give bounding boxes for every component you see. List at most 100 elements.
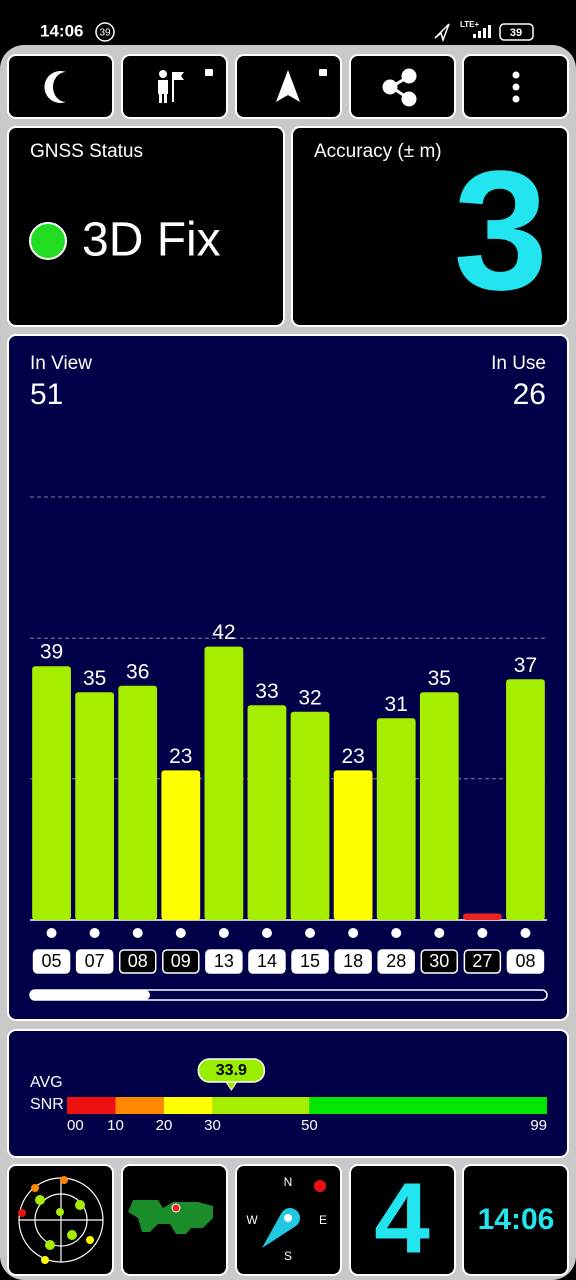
snr-band	[67, 1097, 116, 1114]
place-button[interactable]	[121, 54, 228, 119]
x-tick-label: 18	[343, 951, 363, 971]
snr-tick-label: 50	[301, 1117, 318, 1134]
prn-box	[291, 949, 329, 974]
value-label: 42	[212, 621, 235, 644]
battery-icon	[499, 23, 534, 41]
compass-n: N	[284, 1175, 293, 1189]
status-network: LTE+	[460, 20, 480, 29]
value-label: 33	[255, 680, 278, 703]
bar	[118, 685, 158, 920]
satellite-dot	[391, 928, 402, 938]
radar-icon	[18, 1176, 104, 1264]
compass-e: E	[319, 1213, 327, 1227]
bar	[204, 646, 244, 920]
prn-box	[32, 949, 71, 974]
toolbar	[7, 54, 569, 119]
x-tick-label: 13	[214, 951, 234, 971]
value-label: 35	[83, 667, 106, 690]
x-tick-label: 08	[515, 951, 535, 971]
satellite-dot	[132, 928, 143, 938]
satellite-dot	[477, 928, 488, 938]
compass-center	[284, 1214, 292, 1222]
value-label: 39	[40, 641, 63, 664]
snr-tick-label: 20	[156, 1117, 173, 1134]
fix-status: 3D Fix	[82, 214, 221, 267]
map-position	[171, 1203, 181, 1213]
value-label: 37	[514, 654, 537, 677]
arrow-icon	[276, 70, 300, 102]
scroll-thumb[interactable]	[30, 990, 150, 1000]
value-label: 23	[341, 745, 364, 768]
in-view-label: In View	[30, 353, 92, 374]
bar	[506, 679, 545, 920]
bar	[462, 913, 502, 920]
world-map	[128, 1200, 213, 1234]
x-tick-label: 08	[128, 951, 148, 971]
snr-band	[309, 1097, 547, 1114]
accuracy-label: Accuracy (± m)	[314, 141, 442, 162]
satellite-dot	[434, 928, 445, 938]
snr-chart: 39 05 35 07 36 08 23 09 42 13 33 14 32 15 23 18 31 28 35 30…	[30, 496, 547, 974]
x-tick-label: 30	[429, 951, 449, 971]
satellite-dot	[46, 928, 57, 938]
bar	[32, 666, 71, 920]
share-icon	[382, 68, 417, 107]
bar	[75, 692, 115, 920]
bar	[419, 692, 459, 920]
signal-icon	[473, 25, 491, 38]
snr-band	[115, 1097, 164, 1114]
accuracy-panel	[291, 126, 569, 327]
moon-icon	[44, 71, 66, 103]
clock: 14:06	[478, 1203, 555, 1236]
prn-box	[506, 949, 545, 974]
x-tick-label: 27	[472, 951, 492, 971]
clock-tile[interactable]	[462, 1164, 569, 1276]
status-badge: 39	[99, 28, 111, 39]
gnss-label: GNSS Status	[30, 141, 143, 162]
bar	[161, 770, 201, 920]
compass-w: W	[246, 1213, 258, 1227]
satellite-dot	[175, 928, 186, 938]
used-tile[interactable]	[349, 1164, 456, 1276]
night-button[interactable]	[7, 54, 114, 119]
satellite-dot	[261, 928, 272, 938]
snr-label: SNR	[30, 1096, 64, 1113]
prn-box	[248, 949, 286, 974]
snr-band	[163, 1097, 213, 1114]
bar	[376, 718, 416, 920]
prn-box	[205, 949, 243, 974]
satellites-used: 4	[374, 1162, 430, 1274]
snr-tick-label: 00	[67, 1117, 84, 1134]
share-button[interactable]	[349, 54, 456, 119]
prn-box	[463, 949, 502, 974]
avg-value: 33.9	[216, 1062, 247, 1079]
prn-box	[334, 949, 372, 974]
in-view-count: 51	[30, 378, 63, 411]
prn-box	[420, 949, 459, 974]
satellite-dot	[218, 928, 229, 938]
avg-bubble	[197, 1058, 266, 1083]
x-tick-label: 14	[257, 951, 277, 971]
bar	[247, 705, 287, 920]
satellite-dot	[348, 928, 359, 938]
menu-icon	[512, 71, 520, 103]
snr-tick-label: 10	[107, 1117, 124, 1134]
satellite-dot	[305, 928, 316, 938]
bar	[290, 711, 330, 920]
x-tick-label: 05	[42, 951, 62, 971]
bar	[333, 770, 373, 920]
compass-s: S	[284, 1249, 292, 1263]
x-tick-label: 09	[171, 951, 191, 971]
in-use-label: In Use	[491, 353, 546, 374]
snr-tick-label: 99	[530, 1117, 547, 1134]
value-label: 36	[126, 660, 149, 683]
snr-band	[212, 1097, 310, 1114]
compass-sun	[314, 1180, 326, 1192]
x-tick-label: 07	[85, 951, 105, 971]
gnss-panel	[7, 126, 285, 327]
prn-box	[377, 949, 415, 974]
accuracy-value: 3	[453, 136, 548, 326]
battery-level: 39	[510, 27, 522, 39]
